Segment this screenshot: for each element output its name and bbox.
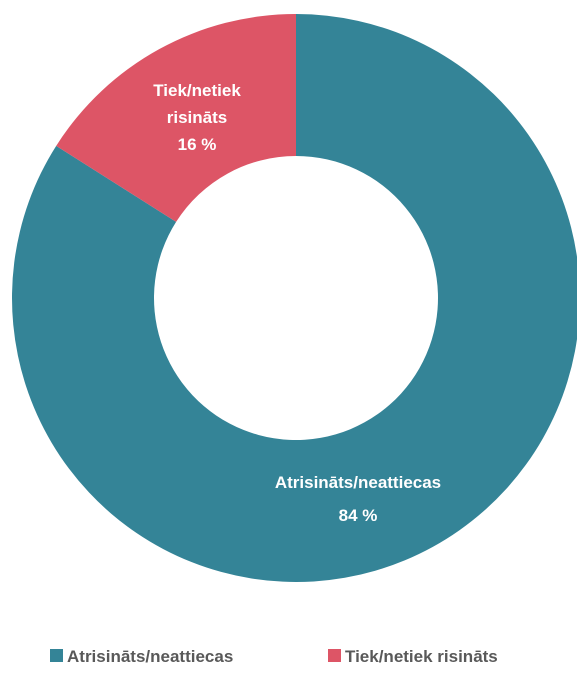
legend-swatch-tiek-netiek xyxy=(328,649,341,662)
slice-tiek-netiek xyxy=(56,14,296,222)
slice-labels: Atrisināts/neattiecas 84 % Tiek/netiek risi… xyxy=(153,81,441,525)
slice-label-tiek-netiek: Tiek/netiek risināts 16 % xyxy=(153,81,241,154)
slice-atrisinats xyxy=(12,14,577,582)
legend: Atrisināts/neattiecas Tiek/netiek risināt… xyxy=(50,647,498,666)
slice-label-line: Atrisināts/neattiecas xyxy=(275,473,441,492)
slice-label-line: 16 % xyxy=(178,135,217,154)
slice-label-line: risināts xyxy=(167,108,227,127)
slice-label-line: 84 % xyxy=(339,506,378,525)
legend-label-atrisinats: Atrisināts/neattiecas xyxy=(67,647,233,666)
legend-label-tiek-netiek: Tiek/netiek risināts xyxy=(345,647,498,666)
donut-slices xyxy=(12,14,577,582)
legend-swatch-atrisinats xyxy=(50,649,63,662)
slice-label-line: Tiek/netiek xyxy=(153,81,241,100)
slice-label-atrisinats: Atrisināts/neattiecas 84 % xyxy=(275,473,441,525)
